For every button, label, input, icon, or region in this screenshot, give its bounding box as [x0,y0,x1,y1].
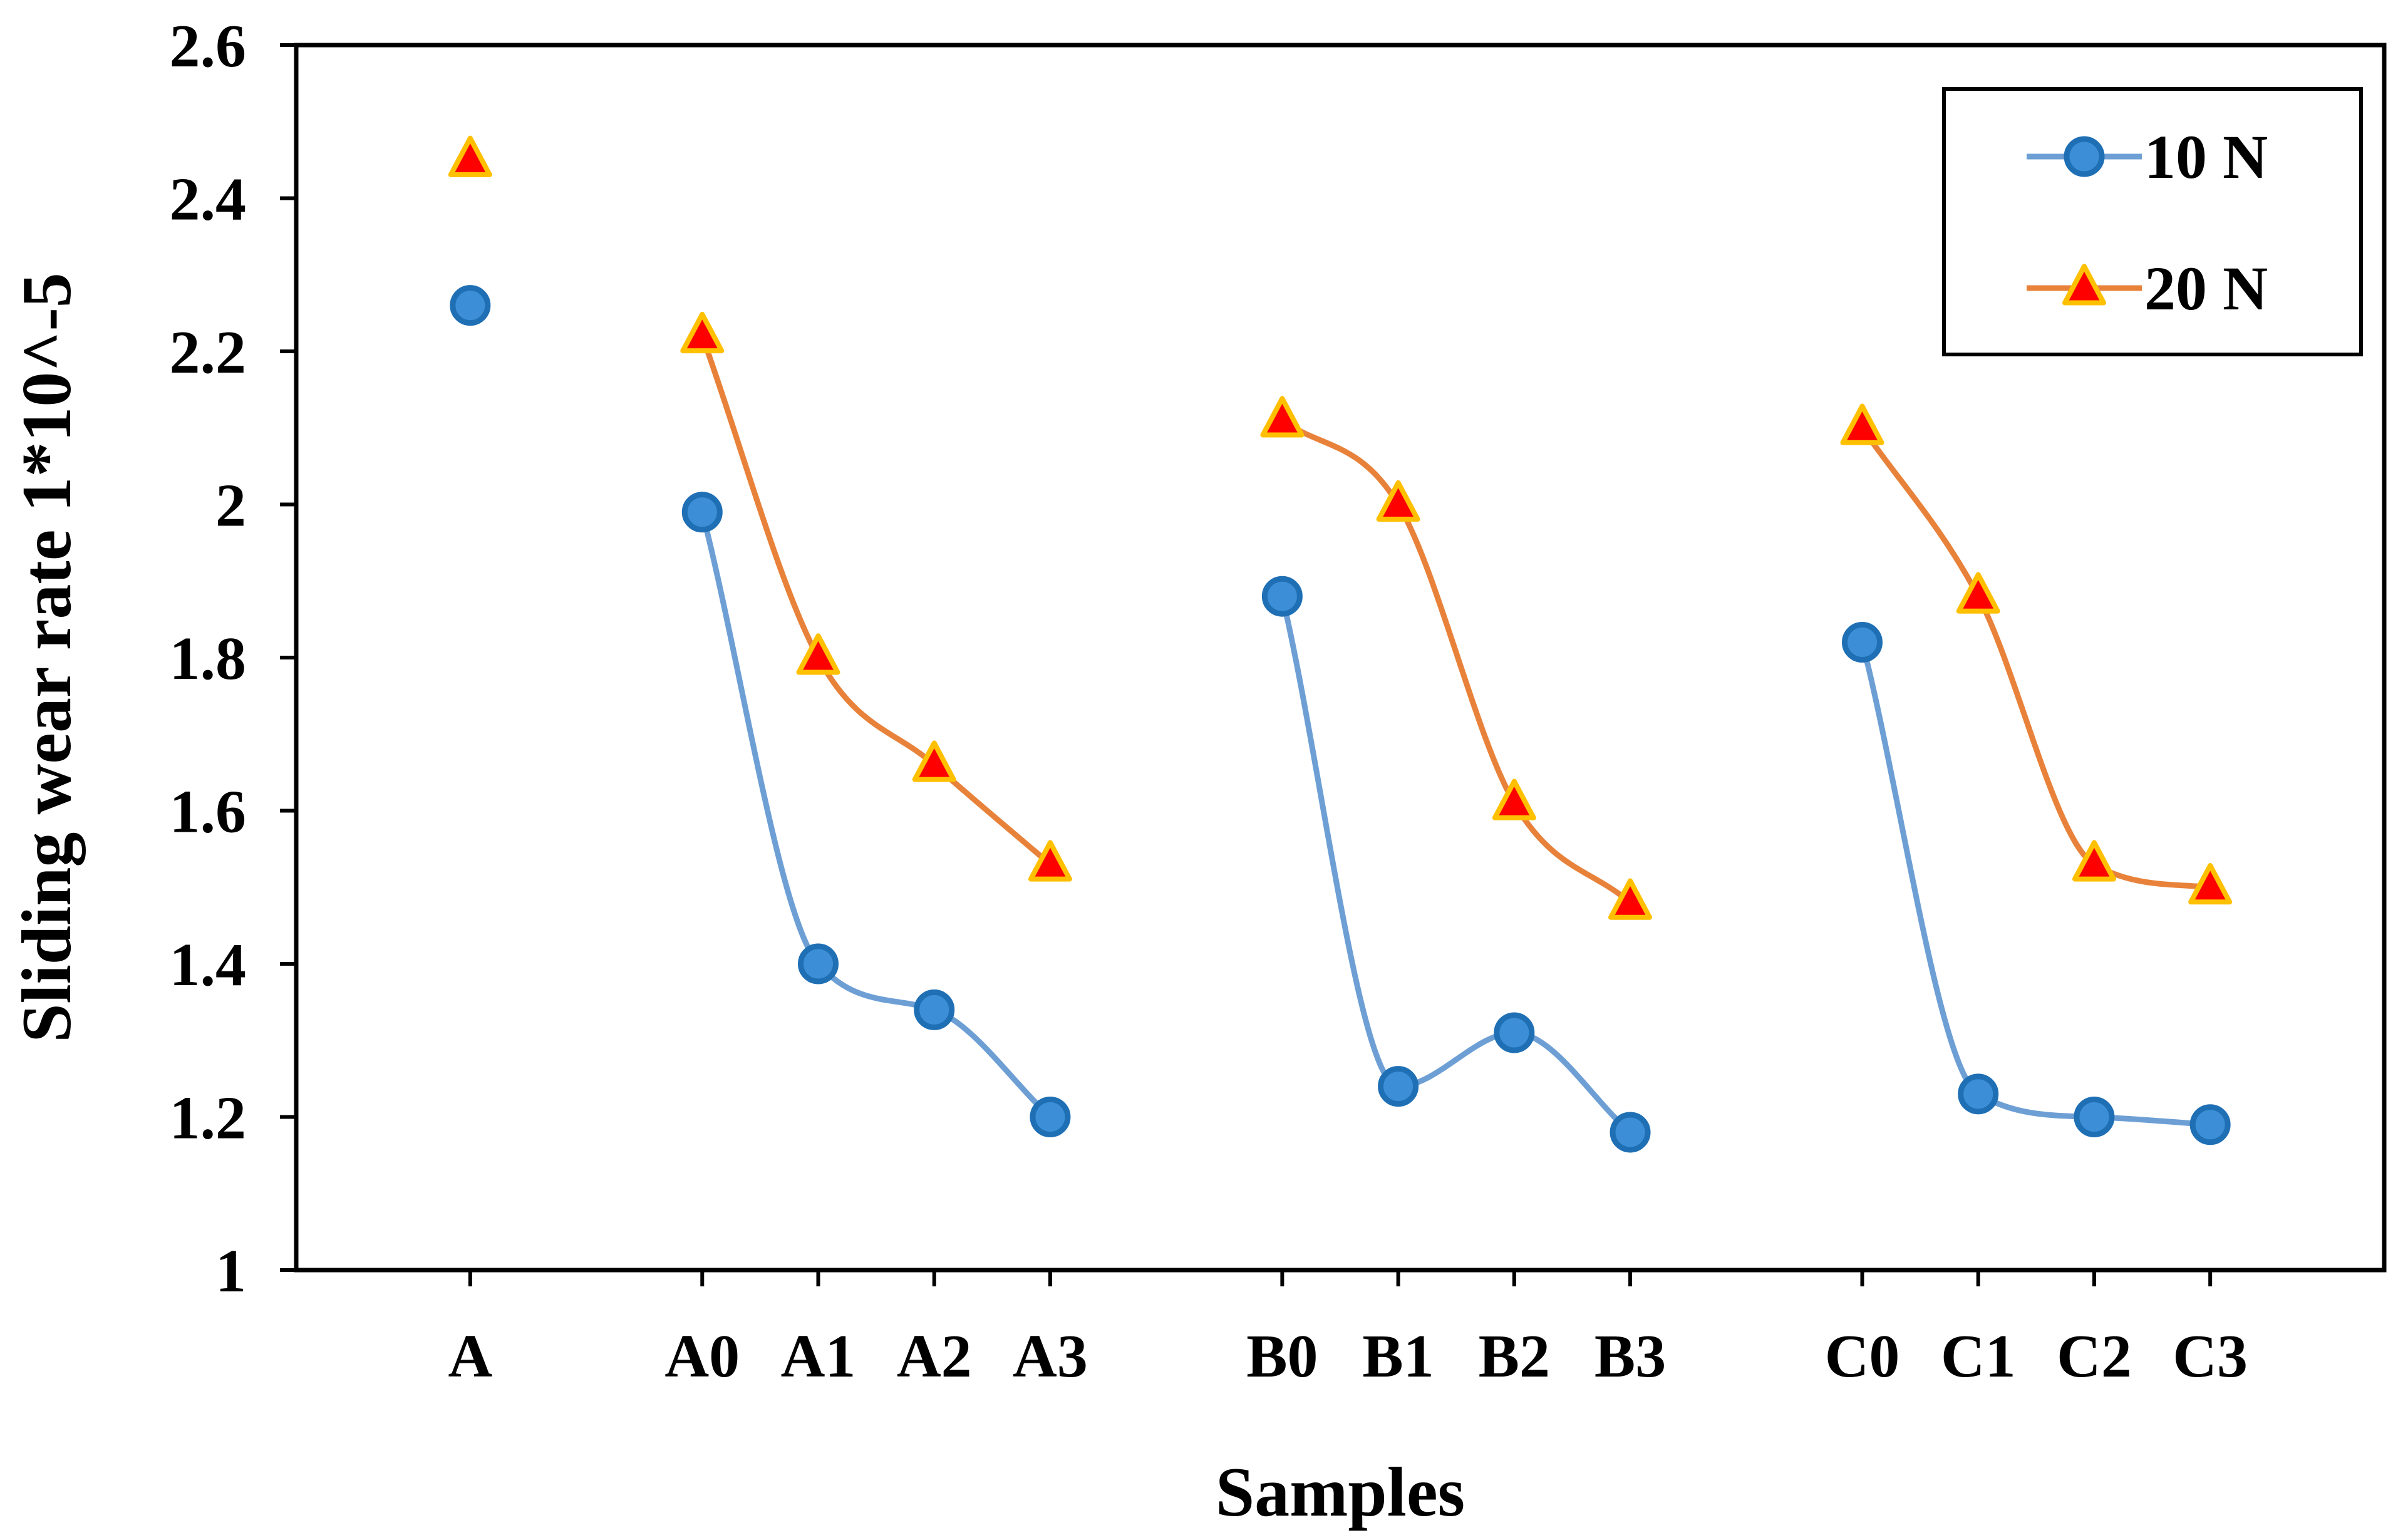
y-tick-label: 2.4 [170,166,247,234]
x-tick-label-b1: B1 [1362,1323,1434,1390]
point-20-n-a0 [680,311,725,354]
point-20-n-a2 [912,740,956,782]
x-tick-label-a1: A1 [781,1323,856,1390]
legend: 10 N 20 N [1942,87,2363,356]
point-10-n-c0 [1842,622,1883,663]
x-tick-label-b2: B2 [1479,1323,1550,1390]
y-tick-label: 1.6 [170,778,247,846]
point-10-n-b1 [1378,1066,1419,1107]
point-10-n-a2 [914,989,955,1030]
series-line-20-n-c [1859,425,2213,891]
legend-marker-10-n [2064,136,2105,177]
y-tick-label: 1.4 [170,931,247,999]
series-line-10-n-a [699,509,1053,1120]
point-10-n-a [450,285,491,326]
point-10-n-c1 [1958,1073,1999,1115]
legend-label-20-n: 20 N [2144,254,2268,323]
y-axis-title: Sliding wear rate 1*10^-5 [8,272,86,1043]
point-10-n-b0 [1261,576,1303,617]
point-20-n-a1 [796,633,840,675]
point-20-n-c1 [1956,572,2000,614]
point-20-n-b1 [1376,480,1420,522]
x-tick-label-c1: C1 [1941,1323,2016,1390]
y-tick-label: 2.6 [170,13,247,80]
x-tick-label-a2: A2 [897,1323,972,1390]
point-10-n-a0 [681,492,723,533]
y-tick-label: 2 [215,472,246,540]
point-20-n-c0 [1840,403,1884,445]
point-20-n-b2 [1492,778,1536,820]
y-tick-label: 2.2 [170,319,247,386]
point-20-n-b0 [1260,396,1305,438]
legend-label-10-n: 10 N [2144,122,2268,192]
series-line-20-n-b [1279,417,1633,906]
x-tick-label-a0: A0 [664,1323,740,1390]
point-10-n-c2 [2074,1097,2115,1137]
x-tick-label-c3: C3 [2173,1323,2248,1390]
legend-box [1942,87,2363,356]
y-tick-label: 1.2 [170,1085,247,1152]
point-10-n-c3 [2189,1104,2231,1145]
point-10-n-b2 [1494,1012,1535,1053]
x-tick-label-b0: B0 [1246,1323,1318,1390]
point-20-n-c2 [2072,840,2116,882]
y-tick-label: 1.8 [170,625,247,693]
x-tick-label-b3: B3 [1594,1323,1666,1390]
series-markers [448,135,2233,1153]
y-tick-label: 1 [215,1238,246,1305]
point-20-n-a3 [1028,840,1072,882]
point-10-n-a1 [798,943,839,984]
point-20-n-a [448,135,492,177]
x-tick-label-a3: A3 [1013,1323,1088,1390]
legend-marker-20-n [2062,264,2106,306]
x-axis-title: Samples [1216,1454,1465,1531]
x-tick-label-a: A [448,1323,492,1390]
point-10-n-b3 [1610,1112,1651,1153]
x-tick-label-c0: C0 [1825,1323,1900,1390]
point-10-n-a3 [1030,1097,1071,1137]
point-20-n-b3 [1608,878,1653,920]
series-line-20-n-a [699,333,1053,867]
x-tick-label-c2: C2 [2057,1323,2132,1390]
point-20-n-c3 [2188,863,2233,905]
axes: 1 1.2 1.4 1.6 1.8 2 2.2 2.4 2.6 A A0 A1 A2 A3 B0 B1 B2 B3… [8,13,2387,1531]
